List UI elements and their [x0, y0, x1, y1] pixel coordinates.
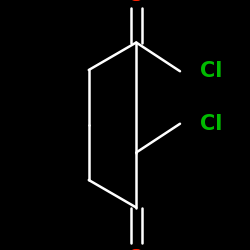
Text: Cl: Cl — [200, 61, 222, 81]
Text: Cl: Cl — [200, 114, 222, 134]
